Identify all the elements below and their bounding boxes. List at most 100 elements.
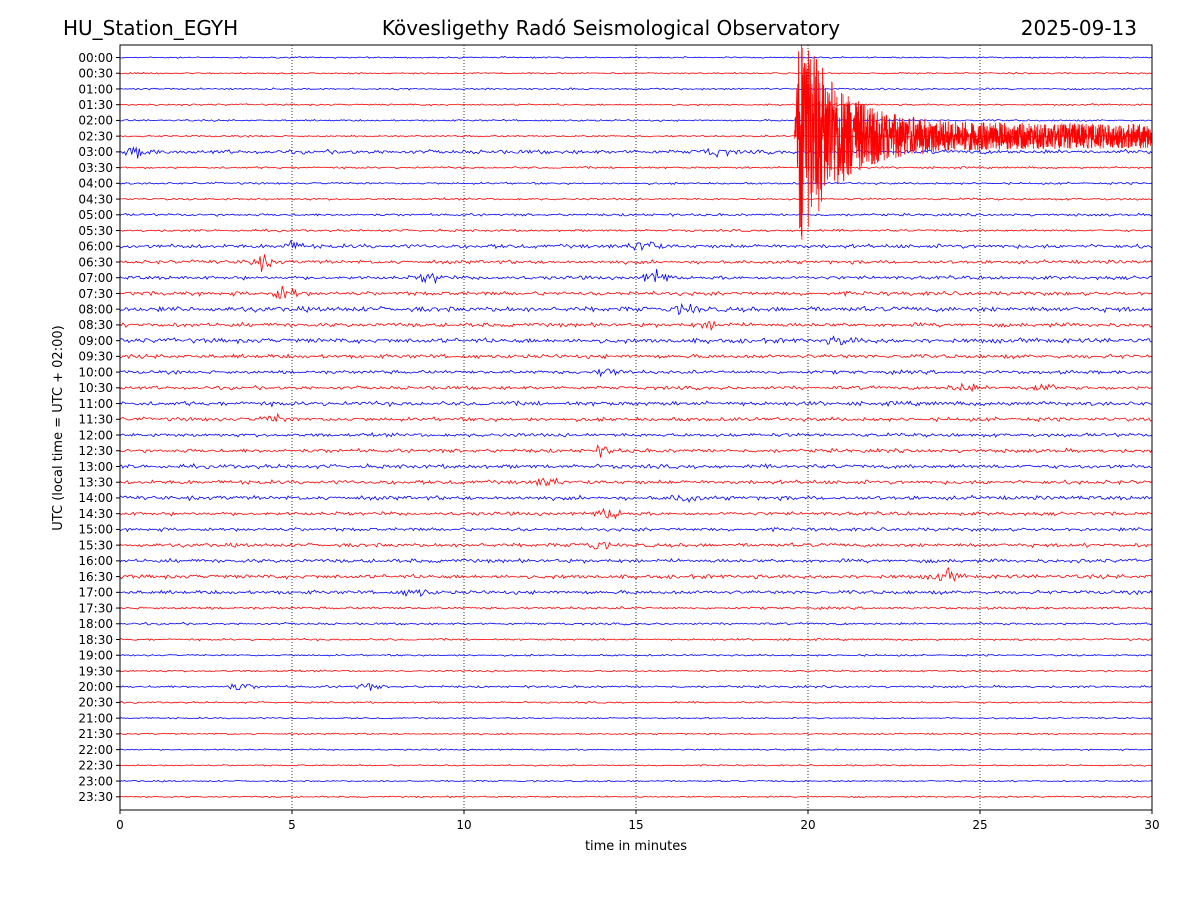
x-tick-label: 0	[116, 818, 124, 832]
trace-0030	[120, 71, 1152, 75]
y-tick-label: 12:30	[78, 444, 113, 458]
y-tick-label: 02:30	[78, 129, 113, 143]
trace-2000	[120, 682, 1152, 691]
trace-0100	[120, 87, 1152, 91]
y-tick-label: 08:30	[78, 318, 113, 332]
y-tick-label: 18:30	[78, 633, 113, 647]
trace-1600	[120, 557, 1152, 564]
y-tick-label: 05:00	[78, 208, 113, 222]
y-tick-label: 14:00	[78, 491, 113, 505]
trace-2300	[120, 779, 1152, 783]
trace-2230	[120, 764, 1152, 767]
trace-0530	[120, 228, 1152, 233]
trace-1730	[120, 605, 1152, 611]
y-tick-label: 23:30	[78, 790, 113, 804]
y-tick-label: 10:00	[78, 365, 113, 379]
x-tick-label: 25	[972, 818, 987, 832]
y-tick-label: 11:00	[78, 397, 113, 411]
trace-0830	[120, 320, 1152, 331]
y-tick-label: 11:30	[78, 413, 113, 427]
y-tick-label: 19:00	[78, 649, 113, 663]
y-tick-label: 15:30	[78, 538, 113, 552]
trace-1300	[120, 463, 1152, 470]
trace-0730	[120, 285, 1152, 299]
y-tick-label: 07:30	[78, 287, 113, 301]
trace-1830	[120, 637, 1152, 642]
trace-1230	[120, 444, 1152, 458]
chart-grid	[291, 45, 981, 810]
x-tick-label: 30	[1144, 818, 1159, 832]
trace-2030	[120, 700, 1152, 704]
y-tick-label: 02:00	[78, 114, 113, 128]
trace-0630	[120, 254, 1152, 272]
y-tick-label: 17:30	[78, 601, 113, 615]
y-tick-label: 22:00	[78, 743, 113, 757]
trace-0900	[120, 335, 1152, 346]
trace-1400	[120, 494, 1152, 503]
station-name: HU_Station_EGYH	[63, 16, 239, 40]
trace-0200	[120, 118, 1152, 122]
trace-1530	[120, 541, 1152, 550]
y-tick-label: 23:00	[78, 774, 113, 788]
y-tick-label: 05:30	[78, 224, 113, 238]
y-tick-label: 18:00	[78, 617, 113, 631]
y-tick-label: 20:30	[78, 696, 113, 710]
y-axis-label: UTC (local time = UTC + 02:00)	[51, 325, 66, 530]
trace-2200	[120, 748, 1152, 752]
trace-0500	[120, 212, 1152, 217]
trace-1030	[120, 382, 1152, 393]
trace-0300	[120, 145, 1152, 159]
x-axis-label: time in minutes	[585, 839, 687, 854]
y-tick-label: 00:30	[78, 67, 113, 81]
trace-0800	[120, 302, 1152, 316]
trace-0000	[120, 56, 1152, 59]
y-tick-label: 04:30	[78, 192, 113, 206]
trace-1800	[120, 621, 1152, 626]
trace-0700	[120, 269, 1152, 285]
x-tick-label: 15	[628, 818, 643, 832]
y-tick-label: 20:00	[78, 680, 113, 694]
x-axis-ticks: 0 5 10 15 20 25 30	[116, 810, 1160, 832]
trace-1500	[120, 526, 1152, 533]
x-tick-label: 20	[800, 818, 815, 832]
y-tick-label: 13:30	[78, 476, 113, 490]
trace-2330	[120, 795, 1152, 799]
trace-1000	[120, 368, 1152, 378]
trace-1930	[120, 669, 1152, 673]
y-tick-label: 10:30	[78, 381, 113, 395]
trace-1130	[120, 412, 1152, 423]
trace-0330	[120, 165, 1152, 170]
x-tick-label: 5	[288, 818, 296, 832]
y-tick-label: 16:30	[78, 570, 113, 584]
trace-1900	[120, 653, 1152, 657]
trace-2100	[120, 716, 1152, 720]
trace-1330	[120, 477, 1152, 487]
trace-0600	[120, 239, 1152, 252]
y-tick-label: 00:00	[78, 51, 113, 65]
y-tick-label: 06:30	[78, 255, 113, 269]
y-tick-label: 09:00	[78, 334, 113, 348]
trace-1430	[120, 507, 1152, 520]
trace-1100	[120, 400, 1152, 408]
y-tick-label: 01:30	[78, 98, 113, 112]
y-tick-label: 03:00	[78, 145, 113, 159]
trace-1200	[120, 432, 1152, 438]
y-tick-label: 16:00	[78, 554, 113, 568]
trace-2130	[120, 732, 1152, 736]
y-tick-label: 07:00	[78, 271, 113, 285]
y-tick-label: 21:00	[78, 711, 113, 725]
y-tick-label: 19:30	[78, 664, 113, 678]
y-tick-label: 03:30	[78, 161, 113, 175]
y-tick-label: 12:00	[78, 428, 113, 442]
y-tick-label: 04:00	[78, 177, 113, 191]
y-tick-label: 08:00	[78, 302, 113, 316]
y-tick-label: 17:00	[78, 586, 113, 600]
trace-1630	[120, 566, 1152, 583]
trace-0130	[120, 103, 1152, 107]
y-tick-label: 21:30	[78, 727, 113, 741]
observatory-title: Kövesligethy Radó Seismological Observat…	[381, 16, 841, 40]
plot-date: 2025-09-13	[1020, 16, 1137, 40]
trace-0430	[120, 197, 1152, 201]
